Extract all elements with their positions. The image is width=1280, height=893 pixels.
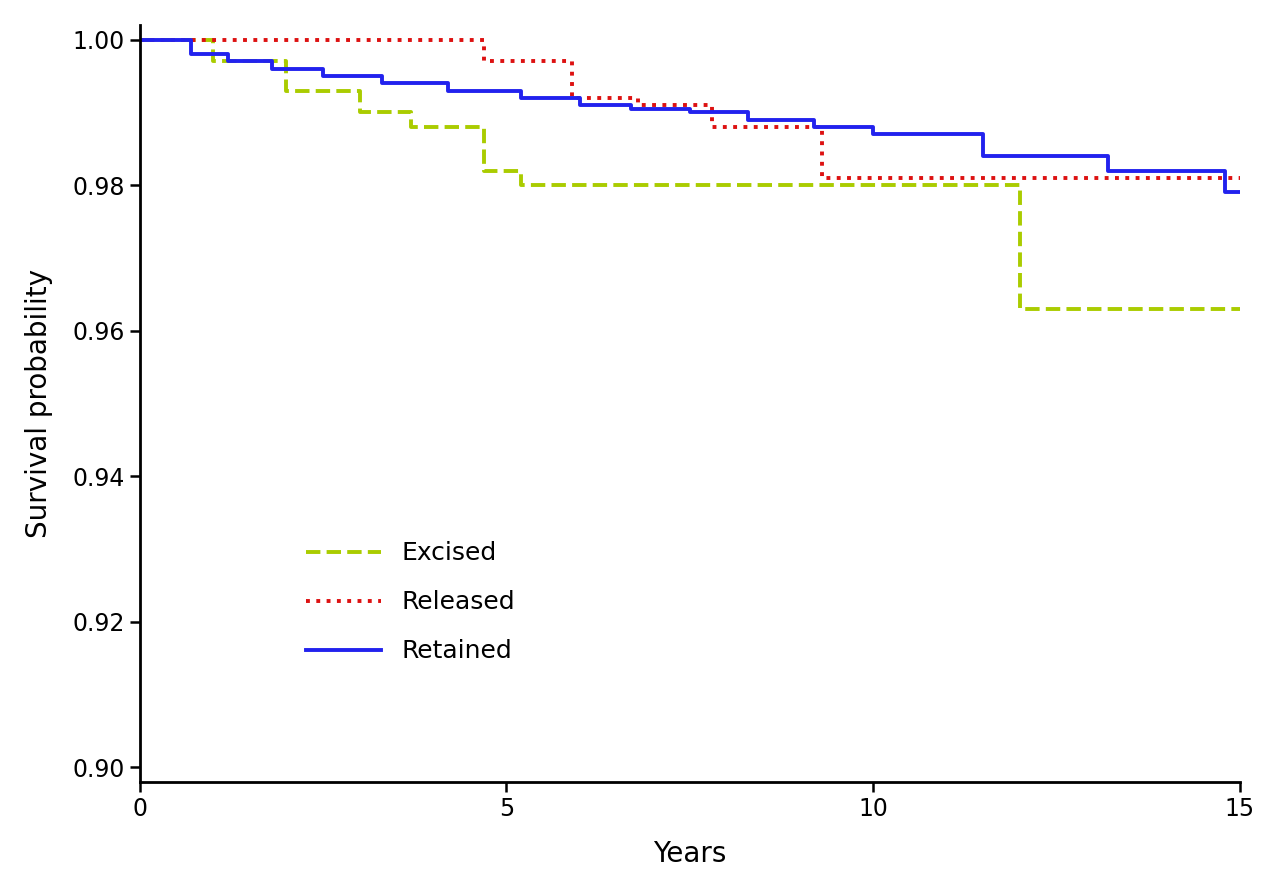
Released bbox=[1196, 172, 1211, 183]
Excised bbox=[352, 85, 367, 96]
Retained bbox=[183, 34, 198, 45]
Excised bbox=[513, 179, 529, 190]
Released bbox=[814, 172, 829, 183]
Retained bbox=[264, 56, 279, 67]
Released bbox=[564, 93, 580, 104]
Line: Retained: Retained bbox=[140, 39, 1240, 192]
Retained bbox=[513, 85, 529, 96]
Excised bbox=[352, 107, 367, 118]
Retained bbox=[183, 49, 198, 60]
Retained bbox=[264, 63, 279, 74]
Retained bbox=[132, 34, 147, 45]
Excised bbox=[1233, 304, 1248, 314]
Excised bbox=[279, 85, 294, 96]
Legend: Excised, Released, Retained: Excised, Released, Retained bbox=[306, 541, 515, 663]
Retained bbox=[440, 85, 456, 96]
Retained bbox=[741, 107, 756, 118]
Retained bbox=[572, 93, 588, 104]
Line: Released: Released bbox=[140, 39, 1240, 178]
Retained bbox=[806, 114, 822, 125]
Retained bbox=[1233, 187, 1248, 197]
Excised bbox=[205, 34, 220, 45]
Retained bbox=[374, 71, 389, 81]
Retained bbox=[513, 93, 529, 104]
Retained bbox=[741, 114, 756, 125]
X-axis label: Years: Years bbox=[653, 840, 727, 868]
Released bbox=[476, 56, 492, 67]
Retained bbox=[1233, 187, 1248, 197]
Retained bbox=[374, 78, 389, 88]
Excised bbox=[279, 56, 294, 67]
Released bbox=[476, 34, 492, 45]
Excised bbox=[1012, 179, 1028, 190]
Retained bbox=[682, 104, 698, 114]
Released bbox=[132, 34, 147, 45]
Released bbox=[631, 93, 646, 104]
Retained bbox=[440, 78, 456, 88]
Excised bbox=[513, 165, 529, 176]
Retained bbox=[865, 129, 881, 139]
Released bbox=[1233, 172, 1248, 183]
Excised bbox=[476, 121, 492, 132]
Y-axis label: Survival probability: Survival probability bbox=[26, 269, 52, 538]
Released bbox=[1196, 172, 1211, 183]
Retained bbox=[682, 107, 698, 118]
Retained bbox=[623, 104, 639, 114]
Released bbox=[814, 121, 829, 132]
Retained bbox=[806, 121, 822, 132]
Excised bbox=[1012, 304, 1028, 314]
Excised bbox=[476, 165, 492, 176]
Excised bbox=[682, 179, 698, 190]
Retained bbox=[1101, 151, 1116, 162]
Retained bbox=[315, 63, 330, 74]
Retained bbox=[572, 100, 588, 111]
Retained bbox=[220, 56, 236, 67]
Released bbox=[704, 100, 719, 111]
Excised bbox=[205, 56, 220, 67]
Retained bbox=[975, 129, 991, 139]
Retained bbox=[1217, 165, 1233, 176]
Retained bbox=[1217, 187, 1233, 197]
Retained bbox=[315, 71, 330, 81]
Released bbox=[631, 100, 646, 111]
Retained bbox=[975, 151, 991, 162]
Line: Excised: Excised bbox=[140, 39, 1240, 309]
Retained bbox=[623, 100, 639, 111]
Released bbox=[704, 121, 719, 132]
Retained bbox=[1101, 165, 1116, 176]
Released bbox=[564, 56, 580, 67]
Retained bbox=[220, 49, 236, 60]
Excised bbox=[682, 179, 698, 190]
Excised bbox=[1233, 304, 1248, 314]
Excised bbox=[403, 121, 419, 132]
Released bbox=[1233, 172, 1248, 183]
Excised bbox=[132, 34, 147, 45]
Retained bbox=[865, 121, 881, 132]
Excised bbox=[403, 107, 419, 118]
